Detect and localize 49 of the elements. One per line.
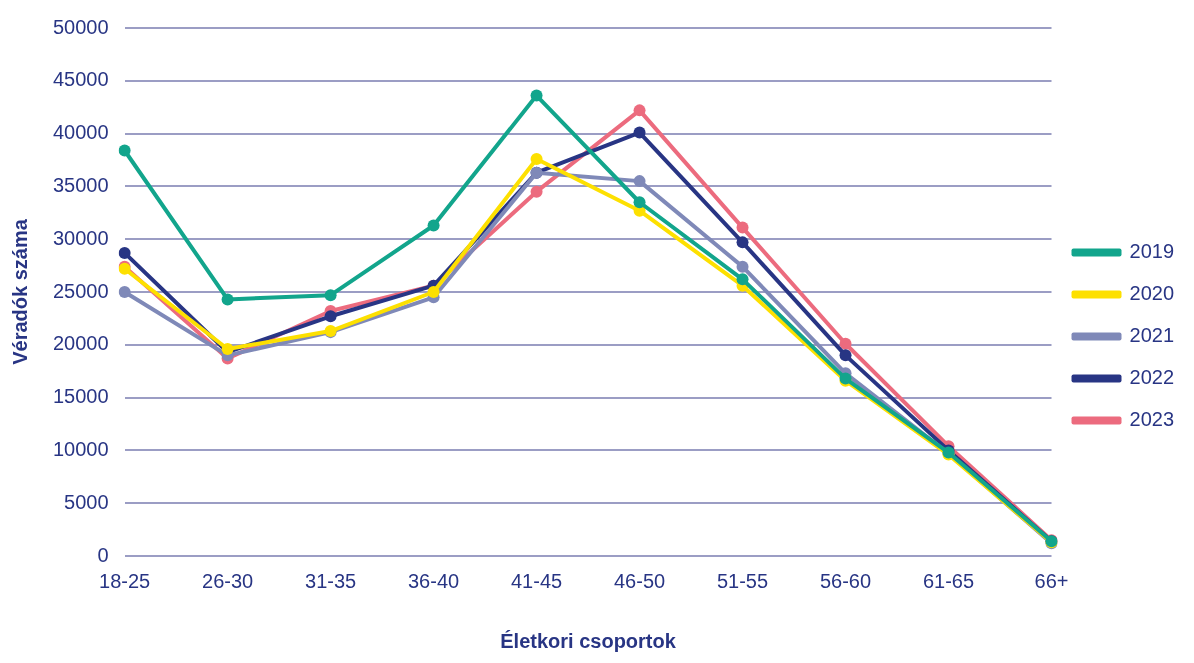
- x-tick-label: 56-60: [819, 569, 872, 592]
- point: [839, 337, 852, 350]
- point: [736, 221, 749, 234]
- x-axis-title: Életkori csoportok: [500, 629, 677, 652]
- point: [530, 152, 543, 165]
- x-tick-label: 18-25: [99, 569, 151, 592]
- legend-label: 2019: [1129, 240, 1175, 263]
- legend-label: 2020: [1129, 282, 1175, 305]
- x-tick-label: 31-35: [305, 569, 357, 592]
- point: [427, 286, 440, 298]
- y-tick-label: 25000: [52, 279, 109, 302]
- legend-label: 2023: [1129, 408, 1175, 431]
- point: [118, 286, 131, 298]
- x-tick-label: 61-65: [922, 569, 975, 592]
- x-tick-label: 46-50: [613, 569, 666, 592]
- y-axis-title: Véradók száma: [8, 218, 31, 365]
- point: [530, 185, 543, 198]
- point: [736, 260, 749, 273]
- x-tick-label: 26-30: [202, 569, 254, 592]
- point: [633, 175, 646, 188]
- x-tick-label: 51-55: [716, 569, 769, 592]
- point: [427, 219, 440, 232]
- point: [633, 104, 646, 117]
- legend-label: 2022: [1129, 366, 1175, 389]
- point: [736, 273, 749, 286]
- x-tick-label: 66+: [1034, 569, 1069, 592]
- y-tick-label: 20000: [52, 332, 109, 355]
- point: [633, 126, 646, 139]
- y-tick-label: 35000: [52, 173, 109, 196]
- point: [118, 144, 131, 157]
- point: [118, 246, 131, 259]
- legend-label: 2021: [1129, 324, 1175, 347]
- y-tick-label: 15000: [52, 385, 109, 408]
- point: [530, 89, 543, 102]
- y-tick-label: 30000: [52, 226, 109, 249]
- y-tick-label: 0: [97, 543, 109, 566]
- point: [324, 289, 337, 302]
- x-tick-label: 41-45: [510, 569, 563, 592]
- y-tick-label: 10000: [52, 437, 109, 460]
- point: [324, 310, 337, 323]
- point: [221, 293, 234, 306]
- y-tick-label: 5000: [64, 490, 109, 513]
- point: [633, 196, 646, 209]
- y-tick-label: 45000: [52, 68, 109, 91]
- point: [839, 349, 852, 362]
- y-tick-label: 40000: [52, 121, 109, 144]
- point: [736, 236, 749, 249]
- y-tick-label: 50000: [52, 15, 109, 38]
- x-tick-label: 36-40: [408, 569, 460, 592]
